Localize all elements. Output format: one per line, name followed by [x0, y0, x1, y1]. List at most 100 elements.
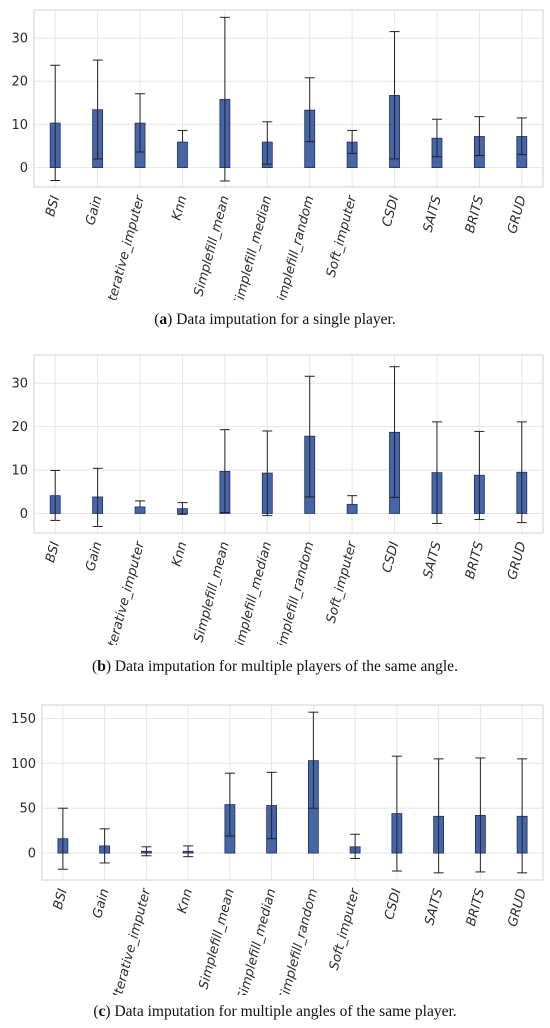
x-tick-label: Simplefill_median — [231, 194, 275, 300]
x-tick-label: Iterative_imputer — [111, 886, 155, 995]
x-tick-label: BSI — [51, 887, 71, 911]
bar-group — [177, 502, 188, 515]
x-tick-label: SAITS — [421, 540, 445, 580]
gridlines — [42, 705, 543, 880]
caption-c-text: Data imputation for multiple angles of t… — [110, 1003, 457, 1020]
x-tick-label: Iterative_imputer — [104, 539, 148, 645]
caption-a-text: Data imputation for a single player. — [172, 311, 396, 328]
bar-group — [473, 430, 485, 521]
chart-panel-c: 0 50 100 150 BSI Gain Iterative_imputer Knn Simp… — [0, 695, 550, 995]
bar-group — [49, 469, 61, 521]
x-tick-label: Simplefill_random — [276, 887, 321, 995]
bar-group — [177, 129, 188, 168]
bar-group — [182, 845, 194, 858]
x-tick-label: Simplefill_random — [273, 540, 318, 645]
bar-group — [261, 121, 273, 168]
caption-b-label: b — [97, 658, 106, 675]
x-tick-label: SAITS — [421, 194, 445, 234]
bar-group — [49, 64, 61, 182]
bar — [134, 506, 146, 514]
x-tick-label: Simplefill_median — [235, 887, 279, 995]
gridlines — [34, 355, 543, 533]
bar — [346, 503, 358, 514]
bar-group — [473, 116, 485, 168]
bar-group — [516, 421, 528, 524]
y-tick-label: 0 — [20, 507, 28, 522]
caption-b: (b) Data imputation for multiple players… — [92, 658, 458, 675]
bar-group — [92, 467, 104, 527]
x-tick-label: GRUD — [505, 194, 529, 235]
plot-frame — [33, 9, 544, 188]
bar-group — [346, 129, 358, 168]
x-tick-label: CSDI — [382, 887, 405, 921]
bar-group — [57, 807, 69, 870]
bar-group — [219, 16, 231, 182]
y-tick-label: 100 — [11, 757, 36, 772]
x-tick-label: BRITS — [464, 887, 488, 928]
x-tick-label: Knn — [169, 540, 190, 568]
plot-frame — [33, 354, 544, 534]
x-tick-label: BSI — [43, 540, 63, 564]
bar-group — [389, 31, 400, 168]
x-tick-label: BRITS — [463, 540, 487, 581]
bar-group — [99, 828, 111, 864]
x-tick-label: BRITS — [463, 194, 487, 235]
x-tick-label: Simplefill_median — [231, 540, 275, 645]
x-tick-label: Simplefill_mean — [191, 194, 232, 298]
caption-c: (c) Data imputation for multiple angles … — [93, 1003, 457, 1020]
x-tick-label: Soft_imputer — [327, 886, 364, 972]
x-tick-label: CSDI — [380, 194, 403, 228]
bar-group — [304, 77, 316, 168]
x-tick-label: GRUD — [505, 887, 529, 928]
bar-group — [134, 93, 146, 168]
bar-group — [140, 846, 152, 857]
x-tick-label: Knn — [169, 194, 190, 222]
bar-group — [224, 772, 236, 854]
y-tick-label: 10 — [11, 464, 28, 479]
bar-group — [431, 421, 443, 524]
x-tick-label: Soft_imputer — [324, 193, 361, 279]
bar-group — [516, 758, 528, 874]
x-tick-label: GRUD — [505, 540, 529, 581]
y-tick-label: 0 — [28, 847, 36, 862]
x-tick-label: Iterative_imputer — [104, 193, 148, 300]
bar-group — [516, 117, 528, 168]
bar — [177, 141, 188, 168]
bar-group — [389, 366, 400, 514]
y-tick-label: 20 — [11, 75, 28, 90]
x-tick-label: SAITS — [422, 887, 446, 927]
y-tick-label: 30 — [11, 377, 28, 392]
y-tick-label: 0 — [20, 161, 28, 176]
chart-panel-b: 0 10 20 30 BSI Gain Iterative_imputer Knn Simple… — [0, 345, 550, 645]
x-tick-label: Knn — [175, 887, 196, 915]
x-tick-label: CSDI — [380, 540, 403, 574]
y-tick-label: 150 — [11, 712, 36, 727]
y-tick-label: 20 — [11, 420, 28, 435]
caption-a: (a) Data imputation for a single player. — [154, 311, 396, 328]
bar-group — [431, 118, 443, 168]
x-tick-label: Gain — [83, 194, 105, 227]
caption-b-text: Data imputation for multiple players of … — [111, 658, 458, 675]
bar-group — [261, 430, 273, 517]
x-tick-label: Gain — [90, 887, 112, 920]
bar-group — [349, 833, 361, 859]
bar-group — [391, 755, 403, 872]
bar-group — [304, 375, 316, 514]
bar-group — [134, 500, 146, 514]
x-tick-label: Gain — [83, 540, 105, 573]
bar-group — [346, 495, 358, 514]
gridlines — [34, 10, 543, 187]
y-tick-label: 10 — [11, 118, 28, 133]
x-tick-label: BSI — [43, 194, 63, 218]
bar-group — [307, 711, 319, 854]
bar-group — [474, 757, 486, 873]
bar-group — [433, 758, 445, 874]
plot-frame — [41, 704, 544, 881]
y-tick-label: 30 — [11, 32, 28, 47]
caption-a-label: a — [159, 311, 168, 328]
x-tick-label: Simplefill_random — [273, 194, 318, 300]
bar-group — [266, 771, 278, 854]
